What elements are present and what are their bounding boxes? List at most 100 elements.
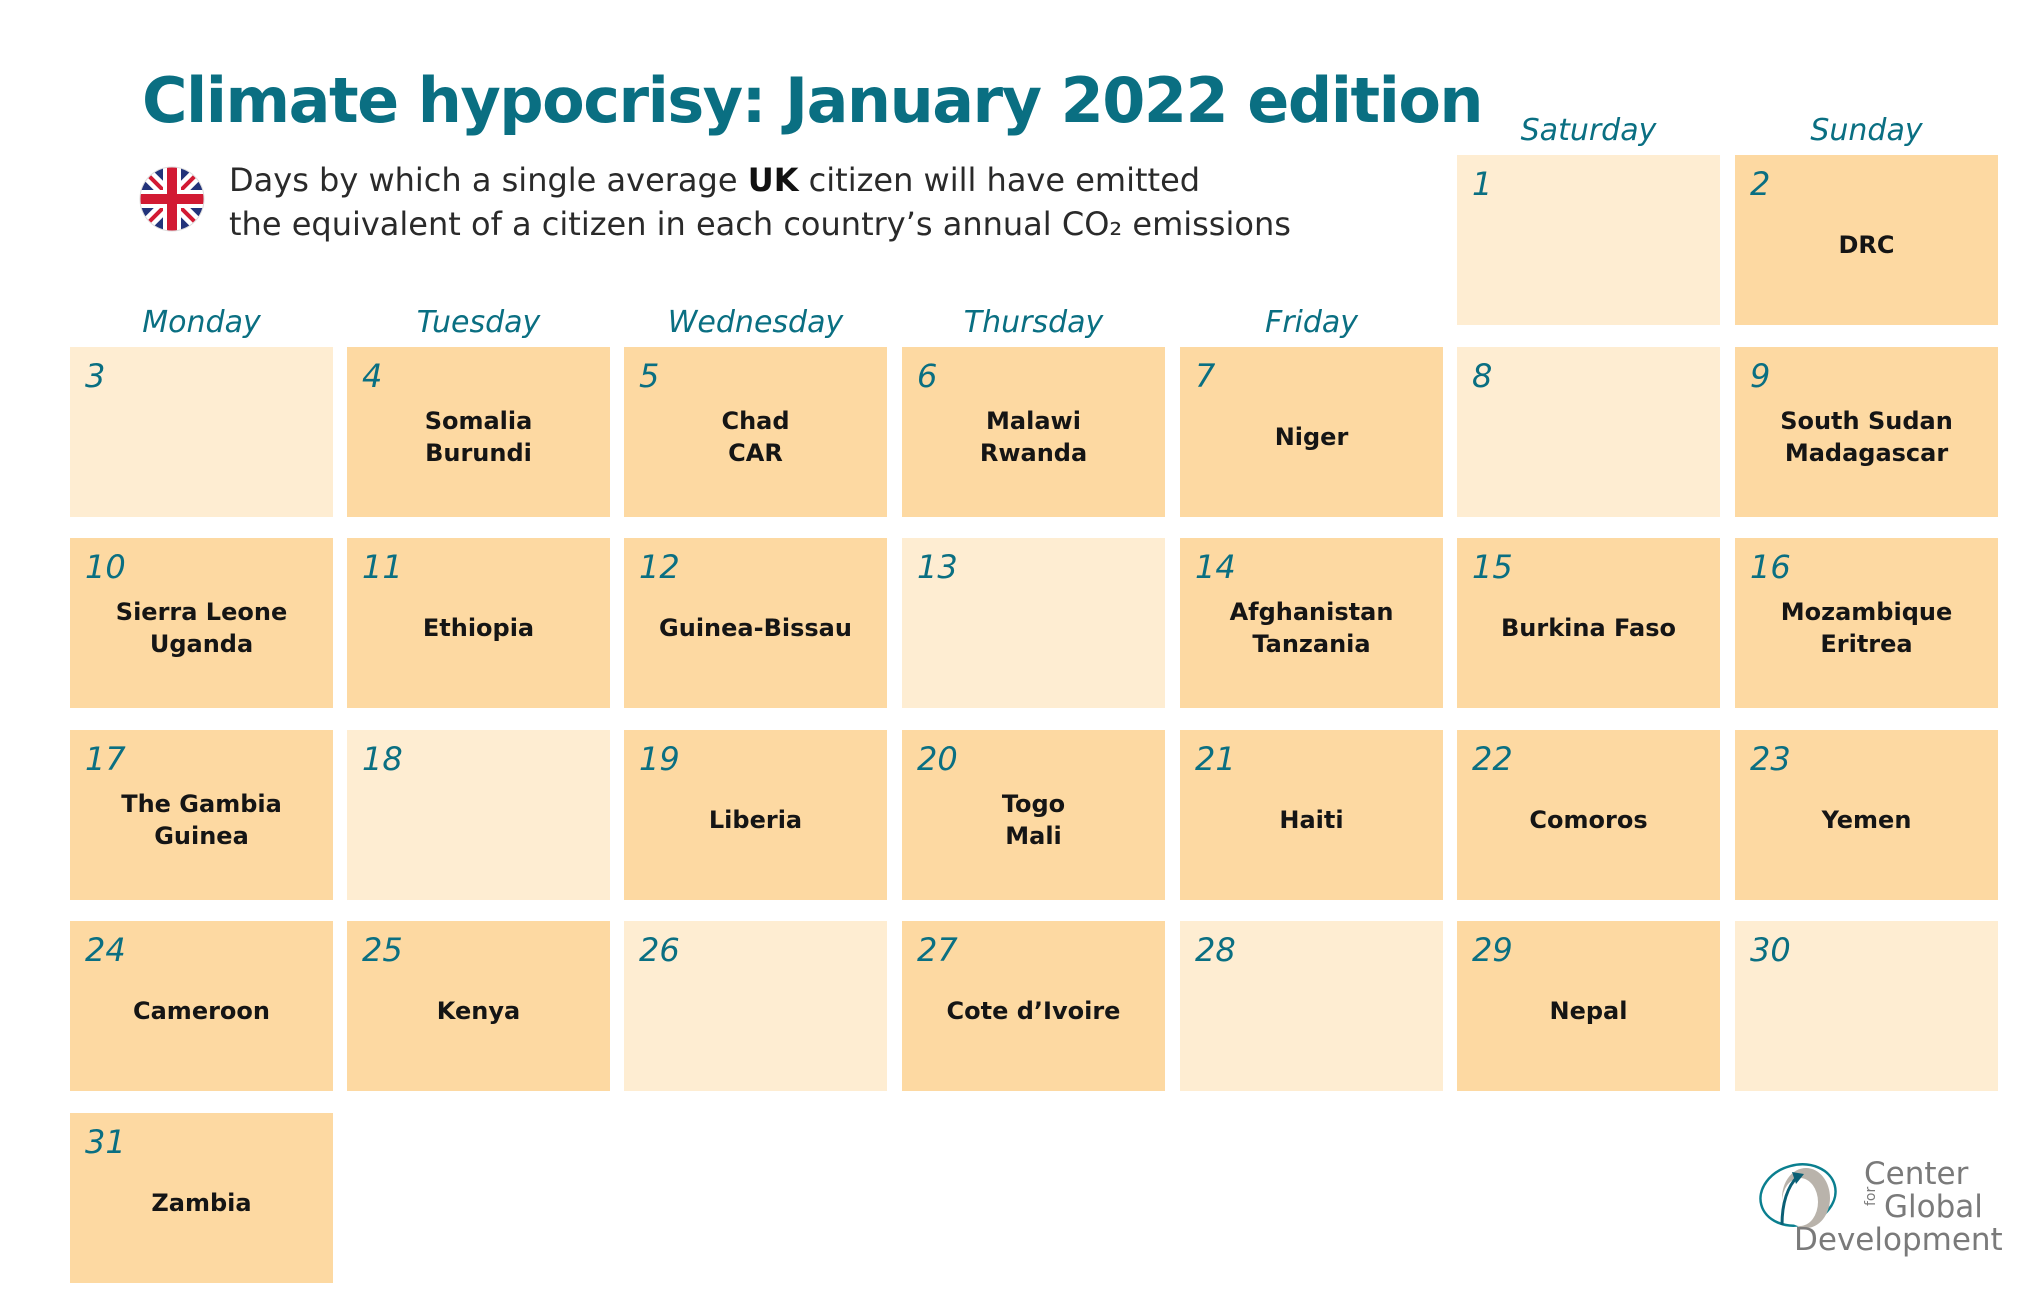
calendar-day-6: 6 Malawi Rwanda	[902, 347, 1165, 517]
calendar-day-13: 13	[902, 538, 1165, 708]
day-number: 17	[85, 740, 126, 778]
day-number: 18	[362, 740, 403, 778]
subtitle-country: UK	[747, 161, 799, 199]
day-number: 12	[639, 548, 680, 586]
country-list	[1457, 210, 1720, 280]
day-number: 1	[1472, 165, 1493, 203]
calendar-day-7: 7 Niger	[1180, 347, 1443, 517]
logo-line-2: Global	[1884, 1189, 1983, 1225]
country-list: Togo Mali	[902, 785, 1165, 855]
calendar-day-22: 22 Comoros	[1457, 730, 1720, 900]
country-list: Malawi Rwanda	[902, 402, 1165, 472]
country-name: Tanzania	[1252, 630, 1371, 658]
country-name: Mozambique	[1780, 598, 1953, 626]
day-number: 11	[362, 548, 403, 586]
calendar-day-18: 18	[347, 730, 610, 900]
country-name: The Gambia	[121, 790, 282, 818]
calendar-day-21: 21 Haiti	[1180, 730, 1443, 900]
country-name: South Sudan	[1780, 407, 1953, 435]
day-number: 19	[639, 740, 680, 778]
country-list: Nepal	[1457, 976, 1720, 1046]
calendar-day-19: 19 Liberia	[624, 730, 887, 900]
country-list: Ethiopia	[347, 593, 610, 663]
country-list: The Gambia Guinea	[70, 785, 333, 855]
country-list: Cote d’Ivoire	[902, 976, 1165, 1046]
calendar-day-8: 8	[1457, 347, 1720, 517]
subtitle-text: Days by which a single average	[229, 161, 748, 199]
country-list: South Sudan Madagascar	[1735, 402, 1998, 472]
country-list	[347, 785, 610, 855]
country-name: Liberia	[708, 806, 803, 834]
country-name: CAR	[728, 439, 783, 467]
country-list: Yemen	[1735, 785, 1998, 855]
country-name: Haiti	[1279, 806, 1344, 834]
country-name: Mali	[1005, 822, 1062, 850]
weekday-label-tuesday: Tuesday	[416, 305, 541, 340]
calendar-day-9: 9 South Sudan Madagascar	[1735, 347, 1998, 517]
country-name: Cote d’Ivoire	[946, 997, 1121, 1025]
weekday-label-wednesday: Wednesday	[667, 305, 844, 340]
subtitle-text: citizen will have emitted	[798, 161, 1201, 199]
weekday-label-monday: Monday	[142, 305, 261, 340]
country-name: Burkina Faso	[1501, 614, 1676, 642]
calendar-day-17: 17 The Gambia Guinea	[70, 730, 333, 900]
calendar-day-31: 31 Zambia	[70, 1113, 333, 1283]
weekday-label-sunday: Sunday	[1810, 113, 1923, 148]
calendar-day-29: 29 Nepal	[1457, 921, 1720, 1091]
day-number: 2	[1750, 165, 1771, 203]
country-list	[1735, 976, 1998, 1046]
calendar-day-28: 28	[1180, 921, 1443, 1091]
calendar-day-14: 14 Afghanistan Tanzania	[1180, 538, 1443, 708]
country-list	[1457, 402, 1720, 472]
calendar-day-1: 1	[1457, 155, 1720, 325]
calendar-day-2: 2 DRC	[1735, 155, 1998, 325]
calendar-day-30: 30	[1735, 921, 1998, 1091]
page-title: Climate hypocrisy: January 2022 edition	[142, 64, 1484, 137]
country-name: DRC	[1838, 231, 1895, 259]
logo-line-1: Center	[1864, 1156, 1969, 1192]
country-list: Kenya	[347, 976, 610, 1046]
country-name: Yemen	[1821, 806, 1912, 834]
country-name: Ethiopia	[422, 614, 535, 642]
country-name: Togo	[1001, 790, 1066, 818]
calendar-day-27: 27 Cote d’Ivoire	[902, 921, 1165, 1091]
calendar-day-10: 10 Sierra Leone Uganda	[70, 538, 333, 708]
day-number: 26	[639, 931, 680, 969]
subtitle: Days by which a single average UK citize…	[229, 158, 1291, 246]
country-list: Niger	[1180, 402, 1443, 472]
country-name: Nepal	[1549, 997, 1628, 1025]
cgd-globe-logo-icon	[1759, 1163, 1837, 1228]
country-list: Comoros	[1457, 785, 1720, 855]
country-list	[624, 976, 887, 1046]
weekday-label-thursday: Thursday	[963, 305, 1104, 340]
day-number: 25	[362, 931, 403, 969]
day-number: 10	[85, 548, 126, 586]
country-list: Haiti	[1180, 785, 1443, 855]
day-number: 5	[639, 357, 660, 395]
country-list: Afghanistan Tanzania	[1180, 593, 1443, 663]
country-name: Niger	[1274, 423, 1349, 451]
country-list: Somalia Burundi	[347, 402, 610, 472]
calendar-day-26: 26	[624, 921, 887, 1091]
country-name: Cameroon	[133, 997, 270, 1025]
country-name: Eritrea	[1820, 630, 1913, 658]
day-number: 20	[917, 740, 958, 778]
day-number: 24	[85, 931, 126, 969]
day-number: 13	[917, 548, 958, 586]
day-number: 23	[1750, 740, 1791, 778]
weekday-label-friday: Friday	[1264, 305, 1359, 340]
day-number: 27	[917, 931, 958, 969]
day-number: 16	[1750, 548, 1791, 586]
country-name: Burundi	[425, 439, 532, 467]
day-number: 15	[1472, 548, 1513, 586]
country-name: Comoros	[1529, 806, 1648, 834]
country-name: Kenya	[436, 997, 521, 1025]
country-list	[902, 593, 1165, 663]
day-number: 21	[1195, 740, 1236, 778]
calendar-day-5: 5 Chad CAR	[624, 347, 887, 517]
calendar-day-23: 23 Yemen	[1735, 730, 1998, 900]
country-list: Liberia	[624, 785, 887, 855]
country-name: Uganda	[149, 630, 254, 658]
country-list: Sierra Leone Uganda	[70, 593, 333, 663]
calendar-day-16: 16 Mozambique Eritrea	[1735, 538, 1998, 708]
